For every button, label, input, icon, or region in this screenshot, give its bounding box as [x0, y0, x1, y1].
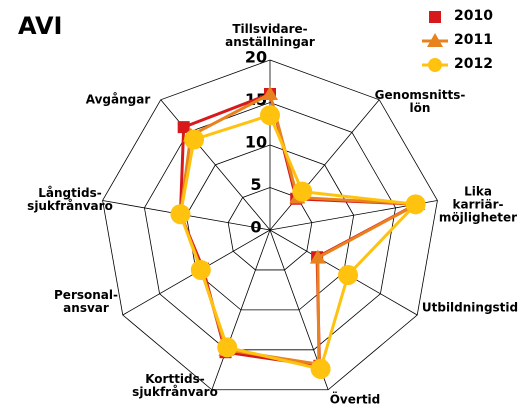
marker	[177, 121, 190, 134]
tick-label: 10	[245, 133, 267, 152]
series-line	[178, 91, 423, 368]
axis-label: Övertid	[329, 392, 381, 407]
legend-label: 2011	[454, 32, 493, 48]
marker	[170, 204, 191, 225]
marker	[309, 249, 326, 264]
series-line	[178, 91, 423, 366]
marker	[405, 194, 426, 215]
marker	[262, 86, 278, 100]
tick-label: 5	[250, 175, 261, 194]
marker	[429, 11, 441, 23]
axis-spoke	[269, 99, 380, 231]
marker	[428, 58, 442, 72]
grid-ring	[144, 102, 396, 351]
axis-label: Genomsnitts- lön	[374, 88, 466, 115]
series-line	[178, 113, 419, 371]
axis-spoke	[211, 229, 271, 390]
axis-label: Lika karriär- möjligheter	[438, 184, 518, 225]
axis-label: Korttids- sjukfrånvaro	[132, 372, 218, 399]
marker	[292, 181, 313, 202]
grid-ring	[102, 59, 438, 391]
axis-label: Långtids- sjukfrånvaro	[27, 186, 113, 213]
legend-label: 2012	[454, 56, 493, 72]
marker	[427, 33, 443, 47]
axis-label: Avgångar	[85, 92, 151, 107]
grid-ring	[227, 187, 313, 271]
tick-label: 0	[250, 218, 261, 237]
marker	[310, 358, 331, 379]
chart-title: AVI	[18, 12, 63, 40]
marker	[260, 105, 280, 126]
marker	[217, 337, 238, 358]
marker	[184, 129, 205, 150]
axis-label: Personal- ansvar	[54, 288, 118, 315]
axis-label: Utbildningstid	[421, 300, 519, 315]
tick-label: 20	[245, 48, 267, 67]
axis-label: Tillsvidare- anställningar	[225, 22, 315, 49]
legend-label: 2010	[454, 8, 493, 24]
grid-ring	[185, 144, 355, 311]
marker	[338, 265, 359, 286]
marker	[190, 259, 211, 280]
